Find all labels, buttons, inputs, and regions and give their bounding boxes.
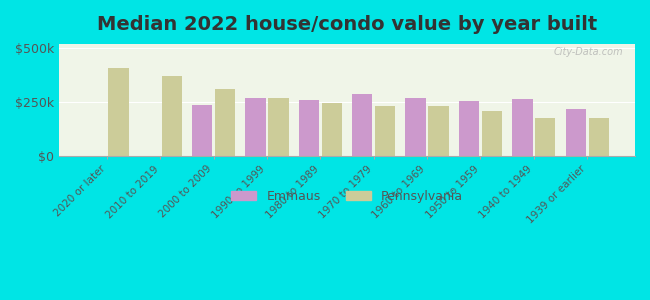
Bar <box>428 106 448 156</box>
Bar <box>588 118 609 156</box>
Bar <box>246 98 266 156</box>
Bar <box>406 98 426 156</box>
Bar <box>162 76 182 156</box>
Bar <box>459 101 479 156</box>
Bar <box>215 89 235 156</box>
Bar <box>352 94 372 156</box>
Bar <box>482 111 502 156</box>
Bar <box>512 99 532 156</box>
Bar <box>375 106 395 156</box>
Bar <box>322 103 342 156</box>
Title: Median 2022 house/condo value by year built: Median 2022 house/condo value by year bu… <box>97 15 597 34</box>
Bar <box>299 100 319 156</box>
Bar <box>566 109 586 156</box>
Bar <box>535 118 556 156</box>
Text: City-Data.com: City-Data.com <box>554 47 623 57</box>
Legend: Emmaus, Pennsylvania: Emmaus, Pennsylvania <box>226 185 468 208</box>
Bar <box>109 68 129 156</box>
Bar <box>192 105 213 156</box>
Bar <box>268 98 289 156</box>
